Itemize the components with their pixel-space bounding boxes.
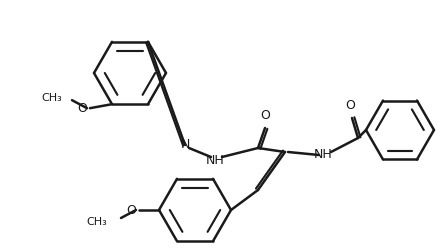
Text: N: N <box>180 138 190 151</box>
Text: O: O <box>260 109 270 122</box>
Text: NH: NH <box>314 148 332 162</box>
Text: O: O <box>345 99 355 112</box>
Text: NH: NH <box>206 154 224 166</box>
Text: CH₃: CH₃ <box>41 93 62 103</box>
Text: O: O <box>126 204 136 216</box>
Text: CH₃: CH₃ <box>86 217 107 227</box>
Text: O: O <box>77 102 87 115</box>
